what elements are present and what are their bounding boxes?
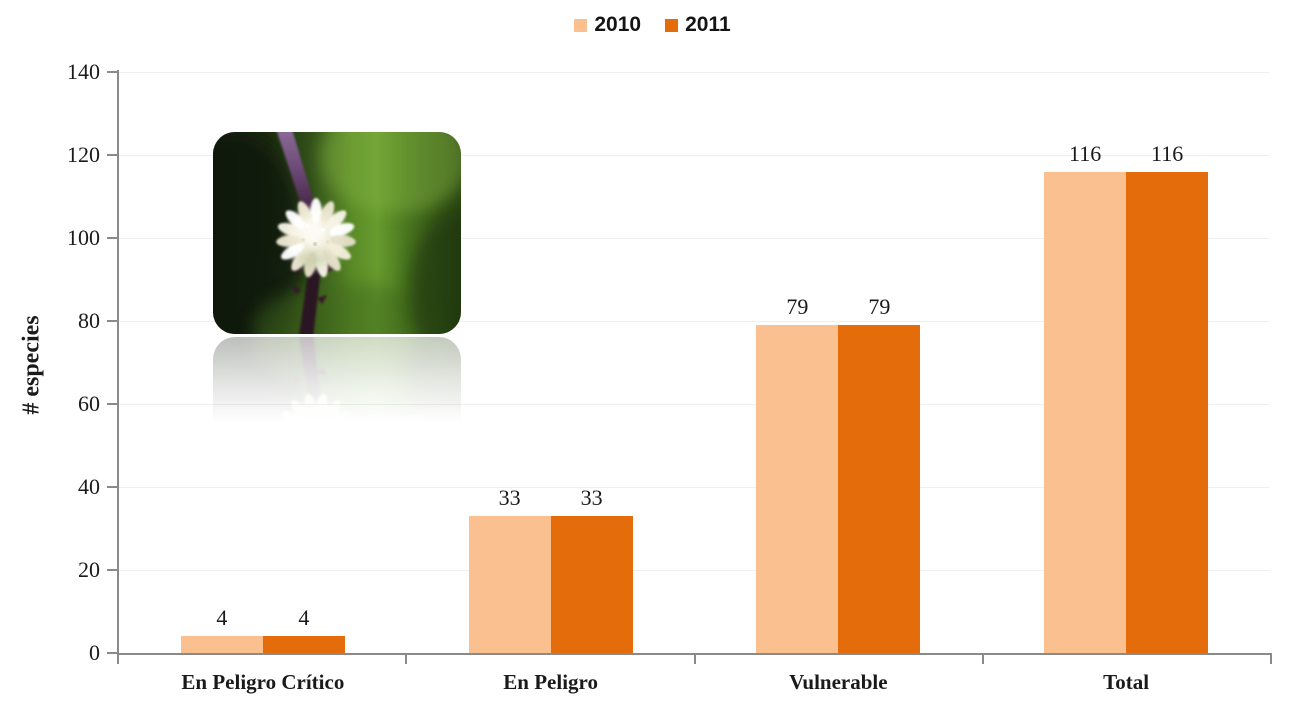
y-tick-label: 40 xyxy=(78,474,100,499)
bar-value-label: 116 xyxy=(1069,140,1102,166)
legend-item-2011: 2011 xyxy=(665,13,731,37)
x-tick xyxy=(1270,655,1272,664)
x-tick xyxy=(981,655,984,664)
y-tick xyxy=(107,403,117,405)
bar-2010-1 xyxy=(180,636,263,653)
x-category-label: Vulnerable xyxy=(789,670,888,694)
x-tick xyxy=(405,655,408,664)
bar-2011-2 xyxy=(550,516,633,653)
bar-value-label: 116 xyxy=(1151,140,1184,166)
bar-2011-1 xyxy=(262,636,345,653)
legend-label: 2011 xyxy=(685,13,731,36)
y-axis-line xyxy=(117,70,119,655)
y-tick xyxy=(107,71,117,73)
y-tick xyxy=(107,652,117,654)
x-category-label: En Peligro Crítico xyxy=(181,670,345,694)
bar-value-label: 4 xyxy=(216,605,228,631)
grid-line xyxy=(119,71,1270,73)
y-tick-label: 140 xyxy=(67,59,100,84)
grid-line xyxy=(119,569,1270,571)
bar-2010-2 xyxy=(468,516,551,653)
flower-head xyxy=(276,198,356,278)
legend: 2010 2011 xyxy=(0,13,1305,37)
y-tick-label: 20 xyxy=(78,557,100,582)
x-axis-labels: En Peligro Crítico En Peligro Vulnerable To… xyxy=(119,670,1270,704)
bar-value-label: 33 xyxy=(498,485,521,511)
bar-2011-4 xyxy=(1126,171,1209,653)
x-tick xyxy=(117,655,119,664)
grid-line xyxy=(119,320,1270,322)
bar-value-label: 79 xyxy=(868,294,891,320)
bar-value-label: 33 xyxy=(580,485,603,511)
y-tick xyxy=(107,320,117,322)
flower-photo-graphic xyxy=(213,337,461,539)
legend-item-2010: 2010 xyxy=(574,13,641,37)
y-tick-label: 80 xyxy=(78,308,100,333)
grid-line xyxy=(119,237,1270,239)
x-category-label: En Peligro xyxy=(503,670,598,694)
x-category-label: Total xyxy=(1103,670,1150,694)
legend-swatch xyxy=(665,18,679,32)
y-tick xyxy=(107,237,117,239)
bar-value-label: 4 xyxy=(298,605,310,631)
y-tick-label: 120 xyxy=(67,142,100,167)
bar-value-label: 79 xyxy=(786,294,809,320)
grid-line xyxy=(119,403,1270,405)
x-tick xyxy=(693,655,696,664)
bar-2011-3 xyxy=(838,325,921,653)
y-tick-label: 100 xyxy=(67,225,100,250)
flower-photo xyxy=(213,132,461,334)
y-tick xyxy=(107,154,117,156)
legend-label: 2010 xyxy=(594,13,642,36)
x-axis-line xyxy=(117,653,1272,655)
bar-2010-3 xyxy=(756,325,839,653)
bar-2010-4 xyxy=(1044,171,1127,653)
plot-area: 4 4 33 33 79 79 116 116 xyxy=(119,71,1270,653)
grid-line xyxy=(119,154,1270,156)
y-tick-label: 0 xyxy=(89,640,100,665)
flower-photo-reflection xyxy=(213,337,461,539)
y-axis-labels: 0 20 40 60 80 100 120 140 xyxy=(0,59,100,665)
flower-head xyxy=(276,393,356,473)
y-tick xyxy=(107,569,117,571)
flower-photo-graphic xyxy=(213,132,461,334)
y-tick-label: 60 xyxy=(78,391,100,416)
legend-swatch xyxy=(574,18,588,32)
y-tick xyxy=(107,486,117,488)
grid-line xyxy=(119,486,1270,488)
